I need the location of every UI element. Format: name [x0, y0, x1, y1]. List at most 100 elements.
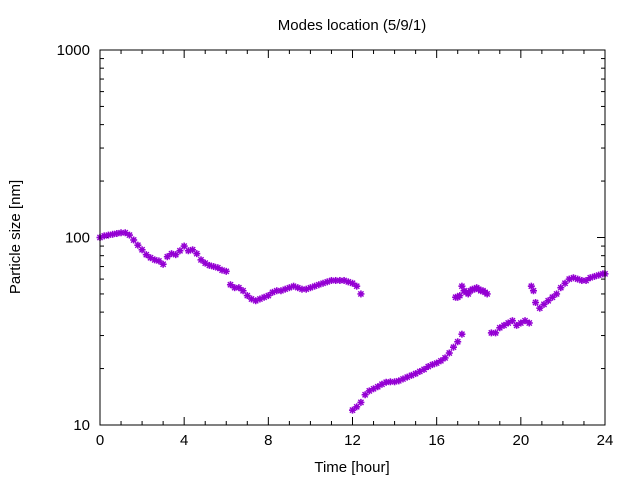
data-point-stroke	[357, 290, 365, 298]
data-point-stroke	[492, 329, 499, 336]
data-point-stroke	[181, 242, 188, 250]
x-axis-title: Time [hour]	[314, 459, 389, 476]
y-tick-label: 1000	[57, 42, 90, 59]
data-point	[378, 380, 386, 388]
data-point-stroke	[210, 263, 217, 270]
data-point	[357, 398, 365, 406]
data-point-stroke	[239, 287, 247, 294]
plot-frame	[99, 49, 606, 426]
data-point	[176, 247, 184, 255]
data-point	[142, 251, 150, 259]
data-point	[218, 266, 226, 274]
data-point-stroke	[526, 319, 533, 327]
data-point	[248, 295, 255, 303]
data-point-stroke	[218, 267, 226, 274]
data-point	[159, 260, 167, 268]
data-point	[529, 287, 537, 295]
data-point	[582, 276, 590, 284]
data-point-stroke	[202, 260, 209, 267]
data-point	[456, 292, 464, 300]
data-point-stroke	[357, 399, 365, 406]
data-point	[222, 267, 230, 275]
data-point-stroke	[574, 276, 581, 283]
x-tick-label: 20	[512, 432, 529, 449]
data-point-stroke	[528, 283, 535, 290]
x-tick-label: 8	[264, 432, 272, 449]
data-point	[349, 406, 356, 414]
data-point-stroke	[143, 251, 150, 258]
data-point-stroke	[126, 231, 133, 239]
data-point	[125, 231, 133, 239]
data-point-stroke	[206, 262, 213, 269]
data-point-stroke	[446, 349, 453, 357]
data-point-stroke	[530, 287, 537, 294]
data-markers	[96, 229, 609, 414]
data-point	[193, 250, 201, 258]
data-point-stroke	[223, 268, 230, 275]
data-point-stroke	[532, 299, 539, 306]
data-point-stroke	[345, 278, 352, 285]
data-point	[163, 253, 171, 261]
data-point-stroke	[164, 253, 171, 260]
data-point-stroke	[454, 338, 461, 345]
x-tick-label: 4	[180, 432, 188, 449]
data-point-stroke	[193, 250, 200, 257]
data-point	[349, 279, 356, 287]
x-tick-label: 0	[96, 432, 104, 449]
data-point-stroke	[248, 295, 255, 303]
data-point-stroke	[227, 281, 234, 288]
data-point-stroke	[582, 277, 590, 284]
data-point-stroke	[197, 256, 205, 263]
data-point-stroke	[290, 283, 297, 290]
data-point-stroke	[294, 284, 301, 291]
x-tick-label: 12	[344, 432, 361, 449]
data-point-stroke	[420, 366, 428, 373]
x-tick-label: 16	[428, 432, 445, 449]
data-point-stroke	[456, 292, 463, 299]
data-point	[492, 329, 500, 337]
data-point-stroke	[353, 283, 360, 290]
data-point-stroke	[214, 264, 221, 271]
y-tick-label: 100	[65, 230, 90, 247]
data-point	[407, 371, 415, 379]
data-point	[525, 319, 533, 327]
data-point	[235, 284, 243, 292]
data-point-stroke	[113, 230, 120, 237]
data-point	[130, 236, 138, 244]
data-point	[239, 287, 247, 295]
data-point	[458, 330, 466, 338]
data-point-stroke	[176, 247, 184, 254]
data-point	[353, 282, 361, 290]
data-point-stroke	[458, 283, 466, 290]
axis-ticks: 0 4 8 12 16 20 24 10 100 1000	[57, 42, 614, 449]
data-point-stroke	[450, 344, 457, 351]
data-point	[483, 290, 491, 298]
data-point-stroke	[521, 317, 529, 324]
data-point	[252, 297, 260, 305]
data-point-stroke	[138, 246, 146, 253]
data-point-stroke	[235, 284, 242, 291]
data-point-stroke	[160, 261, 167, 268]
data-point	[180, 242, 188, 250]
data-point-stroke	[349, 280, 356, 287]
data-point-stroke	[105, 231, 112, 239]
data-point-stroke	[340, 277, 348, 284]
data-point	[226, 281, 234, 289]
data-point	[441, 354, 449, 362]
data-point-stroke	[168, 250, 175, 257]
data-point	[437, 357, 445, 365]
data-point-stroke	[134, 242, 141, 249]
data-point-stroke	[437, 357, 444, 364]
data-point	[357, 290, 365, 298]
data-point-stroke	[189, 246, 196, 253]
data-point	[450, 343, 457, 351]
data-point-stroke	[130, 236, 137, 244]
y-axis-title: Particle size [nm]	[7, 180, 24, 294]
data-point-stroke	[570, 274, 577, 281]
data-point-stroke	[244, 292, 251, 299]
data-point	[420, 365, 428, 373]
data-point	[454, 338, 462, 346]
